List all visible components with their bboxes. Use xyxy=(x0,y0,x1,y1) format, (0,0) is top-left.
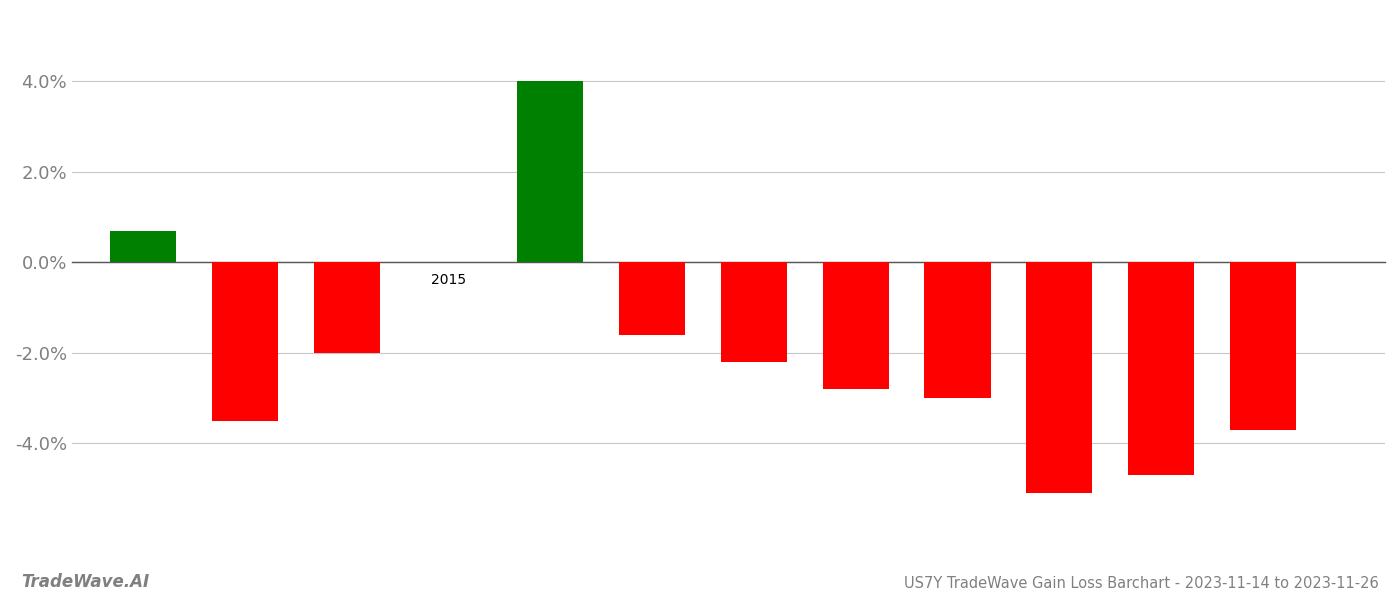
Bar xyxy=(211,262,279,421)
Bar xyxy=(924,262,991,398)
Bar xyxy=(823,262,889,389)
Bar xyxy=(1026,262,1092,493)
Text: US7Y TradeWave Gain Loss Barchart - 2023-11-14 to 2023-11-26: US7Y TradeWave Gain Loss Barchart - 2023… xyxy=(904,576,1379,591)
Bar xyxy=(1128,262,1194,475)
Bar xyxy=(111,230,176,262)
Bar xyxy=(1229,262,1296,430)
Bar xyxy=(619,262,685,335)
Bar xyxy=(517,82,584,262)
Bar xyxy=(314,262,379,353)
Bar xyxy=(721,262,787,362)
Text: TradeWave.AI: TradeWave.AI xyxy=(21,573,150,591)
